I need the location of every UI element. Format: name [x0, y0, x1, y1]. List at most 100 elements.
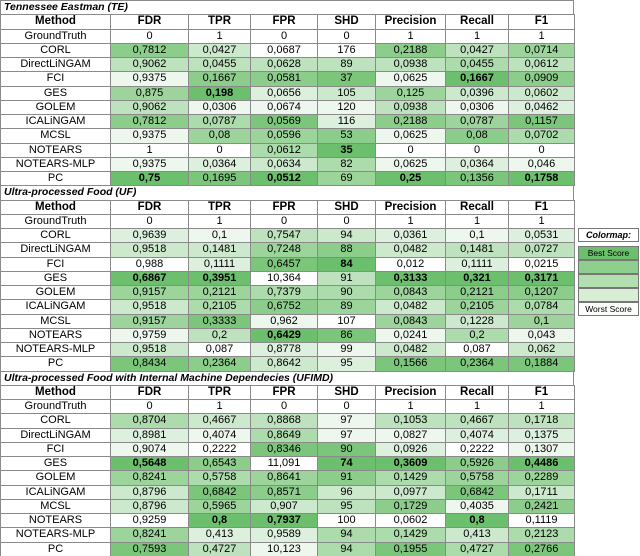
table-cell: 0,5926 — [445, 456, 509, 472]
column-header: FPR — [250, 199, 318, 215]
table-cell: 0,988 — [110, 256, 189, 272]
table-cell: 0,1718 — [508, 413, 575, 429]
table-cell: 0,9062 — [110, 57, 189, 73]
table-cell: 0,0674 — [250, 99, 318, 116]
table-cell: 0,7937 — [250, 513, 318, 529]
table-cell: 0,0625 — [375, 156, 446, 173]
table-cell: 0,0306 — [445, 99, 509, 116]
table-cell: 0,907 — [250, 498, 318, 515]
table-cell: 0,1111 — [188, 256, 251, 272]
table-cell: 0 — [317, 28, 376, 44]
table-cell: 0,6429 — [250, 327, 318, 344]
table-cell: 0,4074 — [445, 427, 509, 443]
table-cell: 0,2105 — [188, 299, 251, 315]
table-cell: 0,1711 — [508, 484, 575, 500]
table-cell: 97 — [317, 427, 376, 443]
table-cell: 0,8704 — [110, 413, 189, 429]
table-cell: 0,2364 — [445, 356, 509, 372]
table-cell: 1 — [445, 213, 509, 230]
column-header: FPR — [250, 14, 318, 30]
table-cell: 120 — [317, 99, 376, 116]
table-cell: 0,0787 — [445, 114, 509, 130]
table-cell: 0 — [445, 142, 509, 158]
table-cell: 0,1884 — [508, 356, 575, 372]
table-cell: 0,0977 — [375, 484, 446, 500]
table-cell: 0,1111 — [445, 256, 509, 272]
table-cell: 0 — [375, 142, 446, 158]
table-cell: 86 — [317, 327, 376, 344]
table-cell: 0,962 — [250, 313, 318, 329]
column-header: SHD — [317, 199, 376, 215]
table-cell: 0 — [250, 28, 318, 44]
table-cell: 0 — [250, 399, 318, 415]
method-name: GOLEM — [0, 99, 111, 116]
table-cell: 95 — [317, 498, 376, 515]
method-name: GroundTruth — [0, 28, 111, 44]
table-cell: 116 — [317, 114, 376, 130]
table-cell: 105 — [317, 85, 376, 101]
table-cell: 0,8346 — [250, 441, 318, 458]
table-cell: 0,9589 — [250, 527, 318, 543]
table-cell: 0,087 — [188, 342, 251, 358]
table-cell: 0,8 — [188, 513, 251, 529]
table-cell: 0,0427 — [188, 42, 251, 59]
table-cell: 0,6867 — [110, 270, 189, 287]
table-cell: 0,1429 — [375, 527, 446, 543]
table-cell: 89 — [317, 299, 376, 315]
table-cell: 0,0634 — [250, 156, 318, 173]
table-cell: 0,9074 — [110, 441, 189, 458]
section-title: Tennessee Eastman (TE) — [0, 0, 574, 16]
table-cell: 0 — [508, 142, 575, 158]
table-cell: 0 — [110, 28, 189, 44]
method-name: GroundTruth — [0, 399, 111, 415]
method-name: PC — [0, 541, 111, 556]
method-name: NOTEARS — [0, 513, 111, 529]
table-cell: 0,0306 — [188, 99, 251, 116]
table-cell: 0,8434 — [110, 356, 189, 372]
table-cell: 0 — [317, 399, 376, 415]
table-cell: 0,7248 — [250, 242, 318, 258]
table-cell: 0,7812 — [110, 42, 189, 59]
table-cell: 0,0938 — [375, 99, 446, 116]
method-name: MCSL — [0, 313, 111, 329]
table-cell: 0,1429 — [375, 470, 446, 486]
method-name: GroundTruth — [0, 213, 111, 230]
table-cell: 0,0482 — [375, 242, 446, 258]
column-header: Precision — [375, 14, 446, 30]
method-name: ICALiNGAM — [0, 114, 111, 130]
table-cell: 0,0427 — [445, 42, 509, 59]
table-cell: 0,3951 — [188, 270, 251, 287]
table-cell: 0,0581 — [250, 71, 318, 87]
table-cell: 74 — [317, 456, 376, 472]
table-cell: 0,125 — [375, 85, 446, 101]
column-header: SHD — [317, 384, 376, 401]
table-cell: 0,1228 — [445, 313, 509, 329]
table-cell: 0,6543 — [188, 456, 251, 472]
table-cell: 0,1 — [445, 228, 509, 244]
table-cell: 0,1481 — [445, 242, 509, 258]
table-cell: 0,0625 — [375, 128, 446, 144]
table-cell: 0,413 — [188, 527, 251, 543]
table-cell: 0,9157 — [110, 285, 189, 301]
table-cell: 94 — [317, 541, 376, 556]
table-cell: 0,8778 — [250, 342, 318, 358]
table-cell: 0,8642 — [250, 356, 318, 372]
table-cell: 10,123 — [250, 541, 318, 556]
legend-swatch — [578, 260, 639, 274]
table-cell: 0,0215 — [508, 256, 575, 272]
table-cell: 0,1207 — [508, 285, 575, 301]
table-cell: 0,875 — [110, 85, 189, 101]
method-name: NOTEARS — [0, 142, 111, 158]
column-header: F1 — [508, 14, 575, 30]
table-cell: 0,0241 — [375, 327, 446, 344]
table-cell: 0,4667 — [188, 413, 251, 429]
table-cell: 0,5965 — [188, 498, 251, 515]
legend-worst: Worst Score — [578, 302, 639, 316]
table-cell: 0,8796 — [110, 498, 189, 515]
table-cell: 0,0455 — [188, 57, 251, 73]
table-cell: 0,0909 — [508, 71, 575, 87]
column-header: FDR — [110, 199, 189, 215]
table-cell: 0,7547 — [250, 228, 318, 244]
table-cell: 0,4035 — [445, 498, 509, 515]
